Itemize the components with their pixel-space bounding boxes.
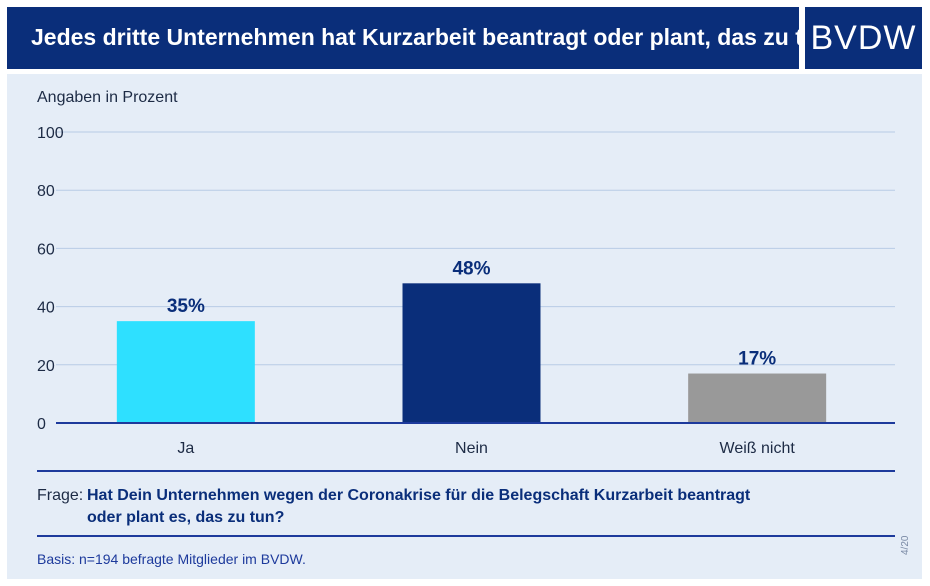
y-tick-label: 20	[37, 358, 55, 375]
x-category-label: Nein	[455, 440, 488, 457]
bar-2	[402, 283, 541, 423]
x-category-label: Weiß nicht	[720, 440, 796, 457]
header-bar: Jedes dritte Unternehmen hat Kurzarbeit …	[7, 7, 837, 69]
bar-3	[688, 373, 827, 423]
question-block: Frage: Hat Dein Unternehmen wegen der Co…	[37, 485, 837, 529]
question-prefix: Frage:	[37, 487, 84, 504]
basis-note: Basis: n=194 befragte Mitglieder im BVDW…	[37, 551, 306, 567]
bvdw-logo: BVDW	[805, 7, 922, 69]
y-tick-label: 0	[37, 416, 46, 433]
x-category-label: Ja	[177, 440, 194, 457]
page-number: 4/20	[900, 535, 911, 555]
y-axis-unit-label: Angaben in Prozent	[37, 89, 178, 106]
bar-1	[116, 321, 255, 423]
y-tick-label: 80	[37, 183, 55, 200]
y-tick-label: 60	[37, 241, 55, 258]
separator-top	[37, 470, 895, 472]
y-tick-label: 40	[37, 300, 55, 317]
page-title: Jedes dritte Unternehmen hat Kurzarbeit …	[31, 24, 838, 50]
y-tick-label: 100	[37, 125, 64, 142]
question-text: Hat Dein Unternehmen wegen der Coronakri…	[87, 487, 751, 526]
bar-value-label: 48%	[452, 258, 490, 279]
bar-value-label: 17%	[738, 349, 776, 370]
separator-bottom	[37, 535, 895, 537]
bar-value-label: 35%	[167, 296, 205, 317]
